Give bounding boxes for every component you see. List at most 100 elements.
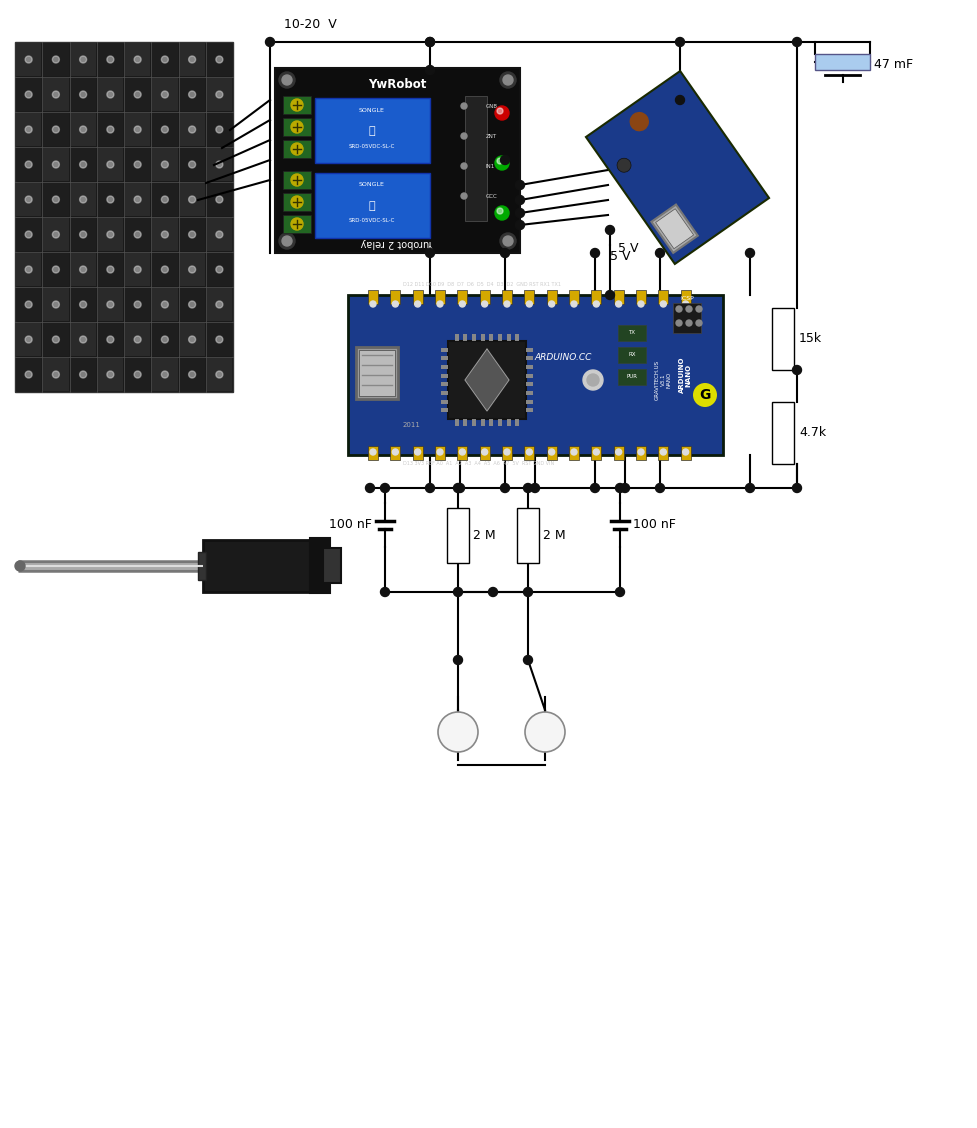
Circle shape xyxy=(134,336,141,343)
Circle shape xyxy=(393,301,399,307)
Circle shape xyxy=(161,126,168,133)
Circle shape xyxy=(25,126,32,133)
Circle shape xyxy=(488,588,497,597)
Circle shape xyxy=(590,484,600,493)
Bar xyxy=(435,290,445,305)
Circle shape xyxy=(106,336,114,343)
Bar xyxy=(526,399,533,404)
Text: ZNT: ZNT xyxy=(486,133,497,139)
Circle shape xyxy=(134,126,141,133)
Circle shape xyxy=(79,196,87,203)
Circle shape xyxy=(134,196,141,203)
Text: ARDUINO.CC: ARDUINO.CC xyxy=(534,352,592,361)
Circle shape xyxy=(216,301,223,308)
Circle shape xyxy=(616,301,621,307)
Bar xyxy=(98,288,123,321)
Circle shape xyxy=(134,91,141,98)
Bar xyxy=(70,218,96,252)
Circle shape xyxy=(606,226,615,235)
Bar xyxy=(441,399,448,404)
Bar xyxy=(70,148,96,180)
Bar xyxy=(315,98,430,164)
Circle shape xyxy=(683,449,689,455)
Circle shape xyxy=(503,236,513,246)
Bar xyxy=(16,323,41,356)
Circle shape xyxy=(53,336,60,343)
Bar xyxy=(16,288,41,321)
Bar xyxy=(98,323,123,356)
Circle shape xyxy=(106,161,114,168)
Bar xyxy=(70,358,96,391)
Text: GNB: GNB xyxy=(486,104,498,108)
Bar xyxy=(98,183,123,215)
Circle shape xyxy=(189,231,195,238)
Bar xyxy=(391,290,401,305)
Circle shape xyxy=(216,266,223,273)
Circle shape xyxy=(53,371,60,378)
Circle shape xyxy=(516,195,525,204)
Circle shape xyxy=(616,588,624,597)
Bar xyxy=(681,446,691,460)
Bar xyxy=(618,347,646,363)
Bar xyxy=(180,288,205,321)
Bar xyxy=(525,446,534,460)
Bar xyxy=(207,288,232,321)
Bar xyxy=(43,78,68,111)
Circle shape xyxy=(134,161,141,168)
Circle shape xyxy=(527,301,532,307)
Text: GCC: GCC xyxy=(486,194,497,199)
Circle shape xyxy=(437,449,443,455)
Circle shape xyxy=(25,196,32,203)
Bar xyxy=(207,253,232,287)
Text: TX: TX xyxy=(628,331,635,335)
Text: YwRobot: YwRobot xyxy=(368,78,427,90)
Circle shape xyxy=(453,588,462,597)
Circle shape xyxy=(516,220,525,229)
Circle shape xyxy=(516,209,525,218)
Bar xyxy=(656,209,694,249)
Bar xyxy=(525,290,534,305)
Circle shape xyxy=(189,336,195,343)
Bar xyxy=(448,341,526,418)
Circle shape xyxy=(25,266,32,273)
Bar xyxy=(16,148,41,180)
Circle shape xyxy=(571,449,577,455)
Text: ICSP: ICSP xyxy=(680,296,694,301)
Text: PUR: PUR xyxy=(626,374,638,379)
Circle shape xyxy=(503,74,513,85)
Bar xyxy=(70,253,96,287)
Circle shape xyxy=(792,484,801,493)
Bar xyxy=(618,325,646,341)
Circle shape xyxy=(482,449,488,455)
Circle shape xyxy=(291,99,303,111)
Bar xyxy=(526,365,533,369)
Text: IN1: IN1 xyxy=(486,164,495,168)
Circle shape xyxy=(216,126,223,133)
Circle shape xyxy=(426,65,435,74)
Circle shape xyxy=(675,37,685,46)
Circle shape xyxy=(438,712,478,752)
Circle shape xyxy=(571,301,577,307)
Text: 2011: 2011 xyxy=(403,422,421,428)
Circle shape xyxy=(370,301,376,307)
Bar xyxy=(43,358,68,391)
Bar xyxy=(526,408,533,413)
Bar xyxy=(70,43,96,76)
Circle shape xyxy=(79,301,87,308)
Circle shape xyxy=(216,196,223,203)
Circle shape xyxy=(106,231,114,238)
Circle shape xyxy=(53,266,60,273)
Circle shape xyxy=(590,248,600,257)
Bar xyxy=(43,323,68,356)
Bar xyxy=(43,148,68,180)
Bar xyxy=(152,148,178,180)
Circle shape xyxy=(504,449,510,455)
Circle shape xyxy=(549,301,555,307)
Circle shape xyxy=(189,196,195,203)
Bar xyxy=(507,334,511,341)
Bar xyxy=(207,148,232,180)
Bar xyxy=(480,446,489,460)
Circle shape xyxy=(79,161,87,168)
Bar xyxy=(207,78,232,111)
Bar xyxy=(526,347,533,352)
